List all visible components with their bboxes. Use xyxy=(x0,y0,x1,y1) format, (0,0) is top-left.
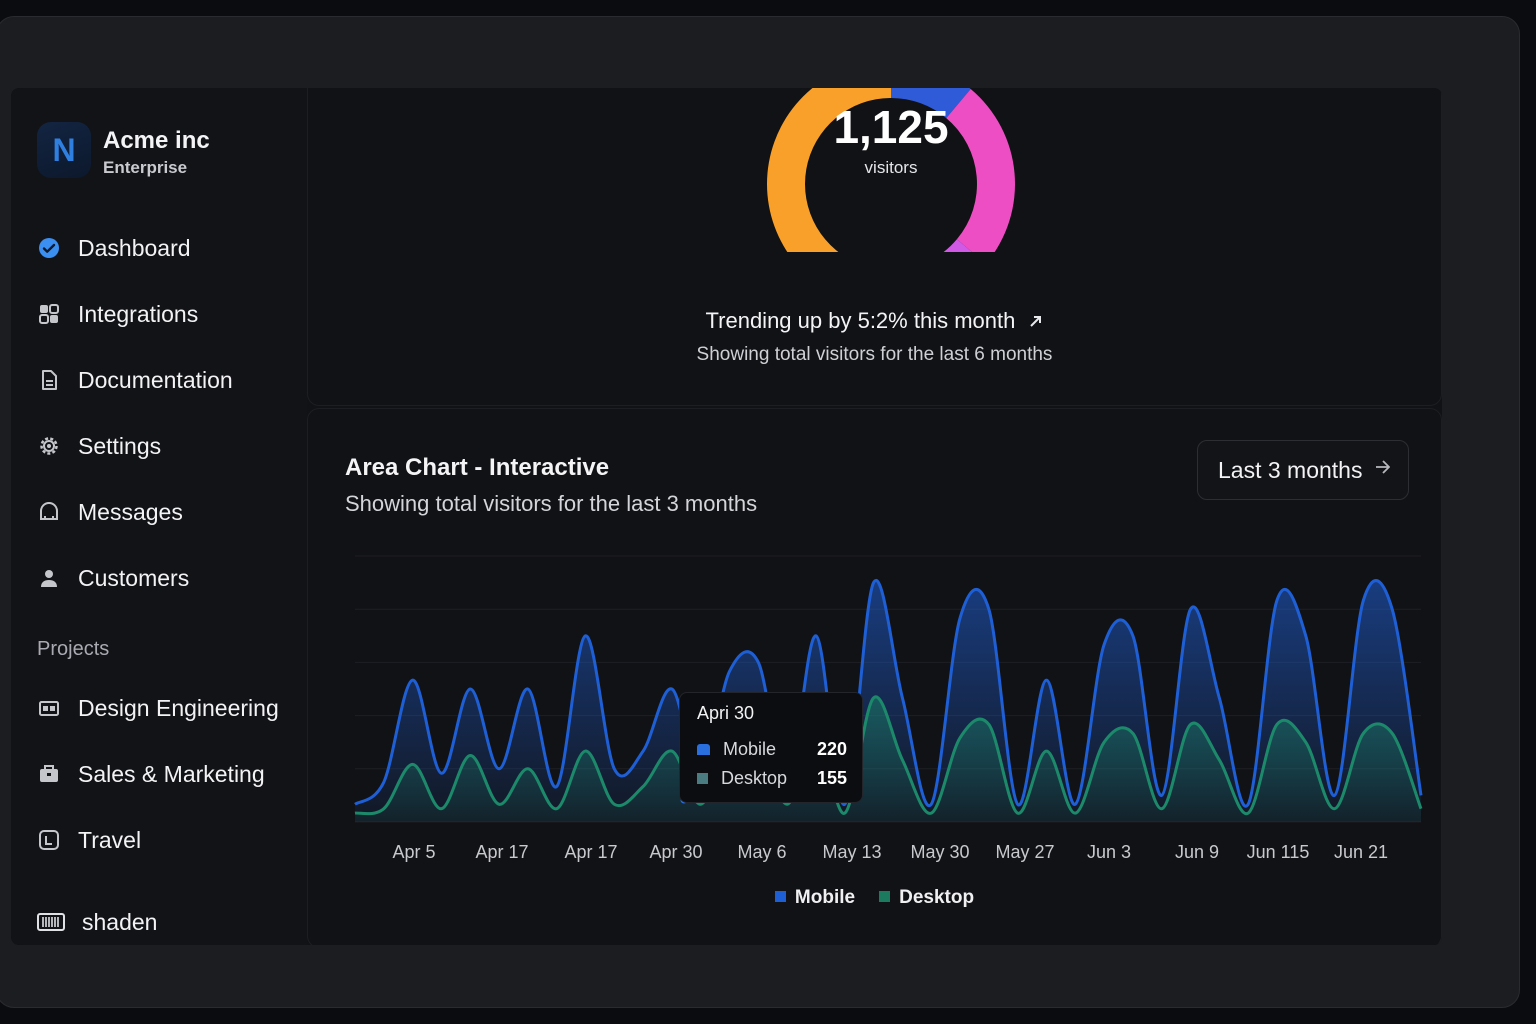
gear-icon xyxy=(37,434,61,458)
chart-subtitle: Showing total visitors for the last 3 mo… xyxy=(345,491,758,516)
x-tick-label: May 6 xyxy=(737,842,786,862)
map-icon xyxy=(37,828,61,852)
chart-tooltip: Apri 30 Mobile 220 Desktop 155 xyxy=(679,692,863,803)
x-tick-label: May 30 xyxy=(910,842,969,862)
tooltip-label: Desktop xyxy=(721,768,788,788)
sidebar-item-label: Design Engineering xyxy=(78,694,279,721)
legend-label: Desktop xyxy=(899,887,975,908)
x-tick-label: Jun 9 xyxy=(1175,842,1219,862)
sidebar-item-label: Travel xyxy=(78,826,142,853)
trend-text: Trending up by 5:2% this month xyxy=(308,308,1441,334)
sidebar-item-label: Sales & Marketing xyxy=(78,760,265,787)
integrations-icon xyxy=(37,302,61,326)
sidebar-item-integrations[interactable]: Integrations xyxy=(37,294,198,334)
tooltip-label: Mobile xyxy=(723,739,777,759)
org-name: Acme inc xyxy=(103,127,210,154)
time-range-label: Last 3 months xyxy=(1218,456,1363,483)
legend-swatch xyxy=(879,891,891,902)
donut-card-subtitle: Showing total visitors for the last 6 mo… xyxy=(696,344,1053,365)
x-tick-label: May 13 xyxy=(822,842,881,862)
x-tick-label: Apr 17 xyxy=(564,842,617,862)
sidebar-item-label: Dashboard xyxy=(78,234,191,261)
sidebar-item-travel[interactable]: Travel xyxy=(37,820,141,860)
sidebar-item-label: Documentation xyxy=(78,366,233,393)
sidebar-footer-account[interactable]: shaden xyxy=(37,902,157,942)
area-fill-mobile xyxy=(355,580,1421,822)
donut-chart: 1,125 visitors xyxy=(763,88,1019,308)
message-icon xyxy=(37,500,61,524)
chart-legend: Mobile Desktop xyxy=(308,887,1441,909)
mobile-swatch xyxy=(697,744,710,755)
trending-up-icon xyxy=(1029,308,1043,334)
area-chart-plot[interactable]: Apr 5 Apr 17 Apr 17 Apr 30 May 6 May 13 May 30… xyxy=(308,409,1442,879)
user-icon xyxy=(37,566,61,590)
x-tick-label: Apr 30 xyxy=(649,842,702,862)
tooltip-date: Apri 30 xyxy=(697,703,755,723)
sidebar-item-label: Messages xyxy=(78,498,183,525)
series-line-mobile[interactable] xyxy=(354,578,1423,808)
trend-label: Trending up by 5:2% this month xyxy=(705,308,1016,333)
donut-total-label: visitors xyxy=(864,158,918,177)
x-tick-label: Jun 21 xyxy=(1334,842,1388,862)
sidebar-item-dashboard[interactable]: Dashboard xyxy=(37,228,191,268)
sidebar-item-label: Customers xyxy=(78,564,190,591)
account-name: shaden xyxy=(82,908,158,935)
legend-item-desktop[interactable]: Desktop xyxy=(879,887,974,909)
legend-label: Mobile xyxy=(794,887,856,908)
desktop-swatch xyxy=(697,773,708,784)
tooltip-row-mobile: Mobile 220 xyxy=(697,739,847,760)
sidebar-item-label: Settings xyxy=(78,432,162,459)
x-tick-label: May 27 xyxy=(995,842,1054,862)
x-tick-label: Jun 115 xyxy=(1247,842,1310,862)
time-range-select[interactable]: Last 3 months xyxy=(1197,440,1409,500)
area-chart-card: Area Chart - Interactive Showing total v… xyxy=(307,408,1442,945)
visitors-donut-card: 1,125 visitors Trending up by 5:2% this … xyxy=(307,88,1442,406)
tooltip-value: 220 xyxy=(816,739,847,759)
sidebar: N Acme inc Enterprise Dashboard Integrat… xyxy=(11,88,307,945)
sidebar-item-design-engineering[interactable]: Design Engineering xyxy=(37,688,279,728)
donut-total-value: 1,125 xyxy=(833,101,949,153)
legend-item-mobile[interactable]: Mobile xyxy=(774,887,856,909)
chart-title: Area Chart - Interactive xyxy=(345,454,610,481)
sidebar-item-customers[interactable]: Customers xyxy=(37,558,189,598)
check-circle-icon xyxy=(37,236,61,260)
x-tick-label: Apr 5 xyxy=(392,842,435,862)
series-line-desktop[interactable] xyxy=(354,695,1423,816)
legend-swatch xyxy=(774,891,786,902)
area-fill-desktop xyxy=(355,696,1421,822)
tooltip-value: 155 xyxy=(816,768,847,788)
org-plan: Enterprise xyxy=(103,158,188,177)
sidebar-item-messages[interactable]: Messages xyxy=(37,492,183,532)
projects-section-label: Projects xyxy=(37,638,110,660)
sidebar-item-sales-marketing[interactable]: Sales & Marketing xyxy=(37,754,265,794)
app-window: N Acme inc Enterprise Dashboard Integrat… xyxy=(11,88,1442,945)
donut-segment[interactable] xyxy=(891,88,971,119)
x-tick-label: Jun 3 xyxy=(1087,842,1131,862)
x-tick-label: Apr 17 xyxy=(475,842,528,862)
tooltip-row-desktop: Desktop 155 xyxy=(697,768,847,789)
sidebar-item-settings[interactable]: Settings xyxy=(37,426,161,466)
briefcase-icon xyxy=(37,762,61,786)
folder-icon xyxy=(37,696,61,720)
donut-segment[interactable] xyxy=(946,89,1015,264)
sidebar-item-documentation[interactable]: Documentation xyxy=(37,360,233,400)
sidebar-item-label: Integrations xyxy=(78,300,199,327)
org-logo[interactable]: N xyxy=(37,122,91,178)
donut-segment[interactable] xyxy=(767,88,891,301)
barcode-icon xyxy=(37,910,65,934)
org-initial: N xyxy=(52,131,76,168)
document-icon xyxy=(37,368,61,392)
chevron-right-icon xyxy=(1374,456,1391,484)
